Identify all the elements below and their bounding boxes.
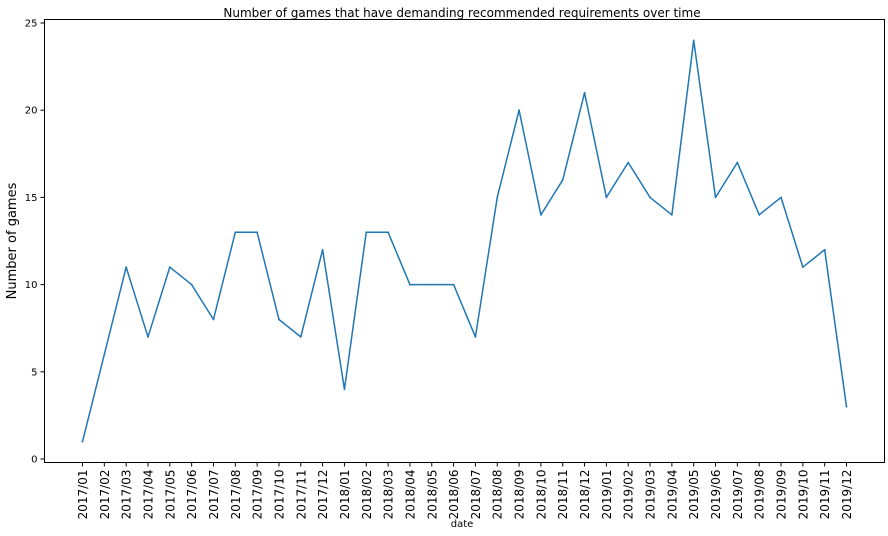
y-tick-label: 20 [25,106,38,117]
data-point [409,283,411,286]
data-point [736,161,739,164]
x-tick-label: 2017/03 [120,470,134,520]
x-tick-label: 2017/04 [141,470,155,520]
x-tick-label: 2017/09 [251,470,265,520]
data-point [278,318,280,321]
x-tick-label: 2018/01 [338,470,352,520]
x-tick-label: 2019/03 [644,470,658,520]
x-tick-label: 2019/10 [796,470,810,520]
data-point [518,109,520,112]
x-tick-label: 2018/09 [513,470,527,520]
data-point [81,440,84,443]
x-tick-label: 2018/12 [578,470,592,520]
x-tick-label: 2017/05 [163,470,177,520]
chart-title: Number of games that have demanding reco… [223,6,700,20]
x-tick-label: 2018/11 [556,470,570,520]
data-point [430,283,433,286]
data-point [605,196,608,199]
x-tick-label: 2017/06 [185,470,199,520]
x-tick-label: 2019/07 [731,470,745,520]
data-point [823,248,826,251]
x-tick-label: 2017/07 [207,470,221,520]
y-axis: 0 5 10 15 20 25 [25,18,45,466]
data-point [365,231,368,234]
data-point [496,196,499,199]
data-point [387,231,389,234]
x-tick-label: 2019/04 [665,470,679,520]
x-tick-label: 2019/08 [753,470,767,520]
data-point [845,405,848,408]
x-tick-label: 2018/06 [447,470,461,520]
x-tick-label: 2019/11 [818,470,832,520]
data-point [212,318,215,321]
data-point [670,213,673,216]
x-tick-label: 2017/10 [272,470,286,520]
x-tick-label: 2019/12 [840,470,854,520]
series-line [81,39,848,442]
data-point [583,91,586,94]
plot-area [44,19,885,463]
x-tick-label: 2018/05 [425,470,439,520]
y-tick-label: 10 [25,280,38,291]
x-tick-label: 2019/02 [622,470,636,520]
series-group [81,39,848,443]
data-point [321,248,324,251]
x-tick-label: 2018/10 [534,470,548,520]
x-tick-label: 2017/08 [229,470,243,520]
data-point [561,179,564,181]
data-point [452,283,455,286]
x-tick-label: 2017/02 [98,470,112,520]
data-point [714,196,717,199]
x-tick-label: 2017/12 [316,470,330,520]
data-point [649,196,651,199]
x-tick-label: 2018/04 [403,470,417,520]
x-tick-label: 2018/08 [491,470,505,520]
x-tick-label: 2019/01 [600,470,614,520]
x-tick-label: 2019/09 [775,470,789,520]
data-point [103,353,106,356]
data-point [343,388,346,391]
data-point [758,213,761,216]
y-tick-label: 25 [25,18,38,29]
y-tick-label: 15 [25,193,38,204]
data-point [147,336,149,338]
x-tick-label: 2018/03 [382,470,396,520]
data-point [125,266,128,269]
x-tick-label: 2019/06 [709,470,723,520]
x-axis-label: date [451,519,474,530]
data-point [234,231,237,234]
data-point [474,336,477,338]
x-tick-label: 2017/11 [294,470,308,520]
y-tick-label: 0 [31,455,37,466]
data-point [627,161,630,164]
x-tick-label: 2018/02 [360,470,374,520]
data-point [168,266,171,269]
y-tick-label: 5 [31,367,37,378]
data-point [256,231,259,234]
y-axis-label: Number of games [5,182,20,299]
x-tick-label: 2019/05 [687,470,701,520]
data-point [190,283,193,286]
data-point [540,213,542,216]
x-tick-label: 2018/07 [469,470,483,520]
data-point [692,39,695,42]
x-tick-label: 2017/01 [76,470,90,520]
data-point [299,336,302,338]
data-point [801,266,804,269]
data-point [780,196,782,199]
x-axis: 2017/01 2017/02 2017/03 2017/04 2017/05 2017/… [76,462,854,520]
